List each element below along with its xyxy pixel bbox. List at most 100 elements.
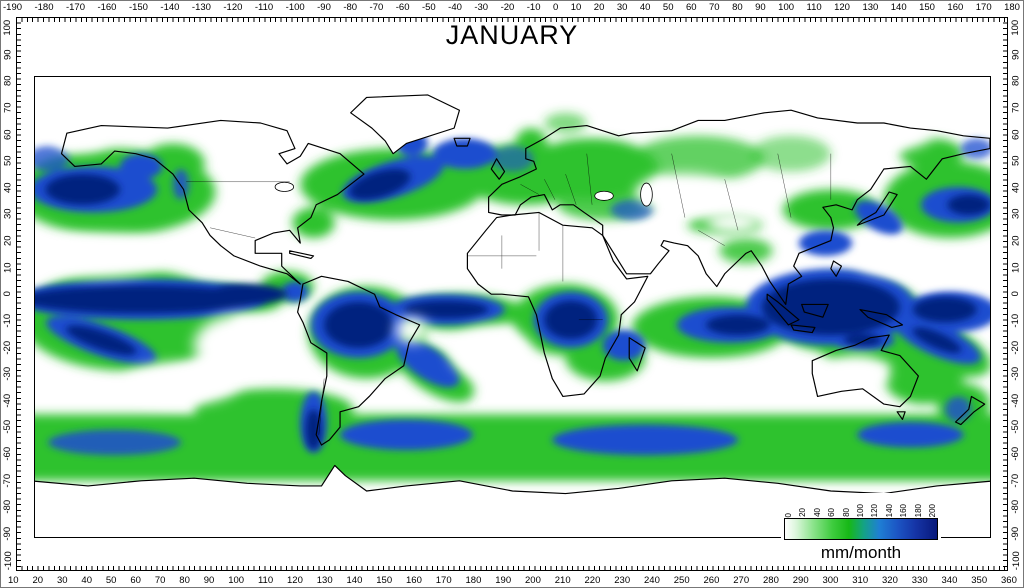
java-outline: [790, 324, 816, 334]
precip-navy-layer: [35, 168, 990, 451]
world-precipitation-map: [35, 94, 990, 537]
bottom-tick-label: 290: [792, 574, 809, 586]
ruler-frame: [16, 17, 1008, 571]
right-tick-label: -30: [1010, 367, 1022, 381]
right-tick-label: 30: [1010, 208, 1022, 220]
madagascar-outline: [628, 337, 646, 372]
top-tick-label: -70: [369, 2, 384, 13]
bottom-tick-label: 260: [703, 574, 720, 586]
top-tick-label: -130: [191, 2, 211, 13]
right-tick-label: -40: [1010, 393, 1022, 408]
colorbar-tick-label: 40: [812, 508, 822, 517]
top-tick-label: 50: [662, 2, 674, 13]
right-tick-label: -20: [1010, 340, 1022, 355]
left-tick-label: 0: [2, 291, 14, 297]
bottom-tick-label: 120: [287, 574, 303, 586]
bottom-tick-label: 160: [406, 574, 422, 586]
bottom-tick-label: 300: [822, 574, 839, 586]
right-tick-label: -60: [1010, 446, 1022, 461]
left-tick-label: 70: [2, 102, 14, 113]
top-tick-label: -170: [65, 2, 85, 13]
axis-left-minor-ticks: [17, 17, 21, 571]
colorbar-tick-label: 20: [798, 508, 808, 517]
bottom-tick-label: 40: [81, 574, 92, 586]
map-title: JANUARY: [445, 20, 579, 50]
left-tick-label: 80: [2, 75, 14, 87]
top-tick-label: -40: [448, 2, 462, 13]
left-tick-label: -70: [2, 473, 14, 488]
new-zealand-outline: [954, 395, 986, 426]
bottom-tick-label: 50: [105, 574, 117, 586]
top-tick-label: -120: [223, 2, 243, 13]
bottom-tick-label: 170: [435, 574, 452, 586]
bottom-tick-label: 320: [882, 574, 898, 586]
top-tick-label: 10: [570, 2, 582, 13]
bottom-tick-label: 270: [733, 574, 750, 586]
top-tick-label: 110: [806, 2, 822, 13]
top-tick-label: -90: [317, 2, 331, 13]
bottom-tick-label: 70: [154, 574, 166, 586]
tasmania-outline: [896, 411, 906, 421]
bottom-tick-label: 220: [584, 574, 601, 586]
bottom-tick-label: 210: [554, 574, 571, 586]
dry-zones-layer: [35, 115, 937, 405]
top-tick-label: 0: [552, 2, 559, 13]
axis-right-minor-ticks: [1003, 17, 1007, 571]
right-tick-label: -90: [1010, 526, 1022, 541]
great-lakes: [274, 181, 295, 192]
south-america-outline: [297, 275, 421, 446]
top-tick-label: 20: [593, 2, 605, 13]
top-tick-label: 150: [919, 2, 935, 13]
bottom-tick-label: 80: [179, 574, 190, 586]
top-tick-label: 30: [616, 2, 628, 13]
top-tick-label: 120: [834, 2, 850, 13]
cuba-outline: [289, 250, 315, 260]
left-tick-label: -30: [2, 367, 14, 381]
left-tick-label: 10: [2, 262, 14, 273]
bottom-tick-label: 60: [130, 574, 141, 586]
axis-bottom-minor-ticks: [16, 566, 1008, 570]
left-tick-label: 40: [2, 182, 14, 193]
right-tick-label: 50: [1010, 155, 1022, 167]
bottom-tick-label: 330: [911, 574, 928, 586]
bottom-tick-label: 30: [56, 574, 68, 586]
colorbar-units-label: mm/month: [820, 543, 902, 562]
left-tick-label: -20: [2, 340, 14, 355]
top-tick-label: -140: [160, 2, 180, 13]
colorbar-tick-label: 100: [855, 503, 865, 517]
philippines-outline: [830, 260, 843, 277]
colorbar-tick-labels: 0 20 40 60 80 100 120 140 160 180 200: [784, 493, 938, 517]
top-tick-label: -10: [526, 2, 541, 13]
colorbar-gradient: [784, 518, 938, 540]
north-america-outline: [60, 119, 365, 285]
right-tick-label: -10: [1010, 313, 1022, 328]
axis-right-labels: 100 90 80 70 60 50 40 30 20 10 0 -10 -20 -30 -40 -50 -60…: [1009, 20, 1023, 570]
uk-outline: [490, 158, 506, 180]
bottom-tick-label: 310: [852, 574, 869, 586]
left-tick-label: -40: [2, 393, 14, 408]
colorbar-tick-label: 0: [784, 512, 793, 517]
bottom-tick-label: 140: [346, 574, 363, 586]
bottom-tick-label: 90: [203, 574, 215, 586]
axis-top-labels: -190 -180 -170 -160 -150 -140 -130 -120 -110 -100…: [3, 3, 1020, 13]
top-tick-label: -20: [500, 2, 515, 13]
new-guinea-outline: [859, 308, 904, 329]
colorbar-tick-label: 60: [827, 508, 837, 517]
colorbar-tick-label: 140: [884, 503, 894, 517]
right-tick-label: -70: [1010, 473, 1022, 488]
left-tick-label: 50: [2, 155, 14, 167]
right-tick-label: 60: [1010, 128, 1022, 140]
top-tick-label: -160: [97, 2, 117, 13]
coastline-layer: [35, 94, 990, 537]
top-tick-label: -100: [285, 2, 305, 13]
left-tick-label: -100: [2, 550, 14, 570]
top-tick-label: -80: [343, 2, 358, 13]
top-tick-label: -150: [128, 2, 148, 13]
right-tick-label: -100: [1010, 550, 1022, 570]
left-tick-label: -10: [2, 313, 14, 328]
colorbar-tick-label: 80: [841, 508, 851, 517]
top-tick-label: 40: [639, 2, 651, 13]
top-tick-label: 100: [778, 2, 795, 13]
borneo-outline: [801, 303, 829, 318]
bottom-tick-label: 250: [673, 574, 690, 586]
